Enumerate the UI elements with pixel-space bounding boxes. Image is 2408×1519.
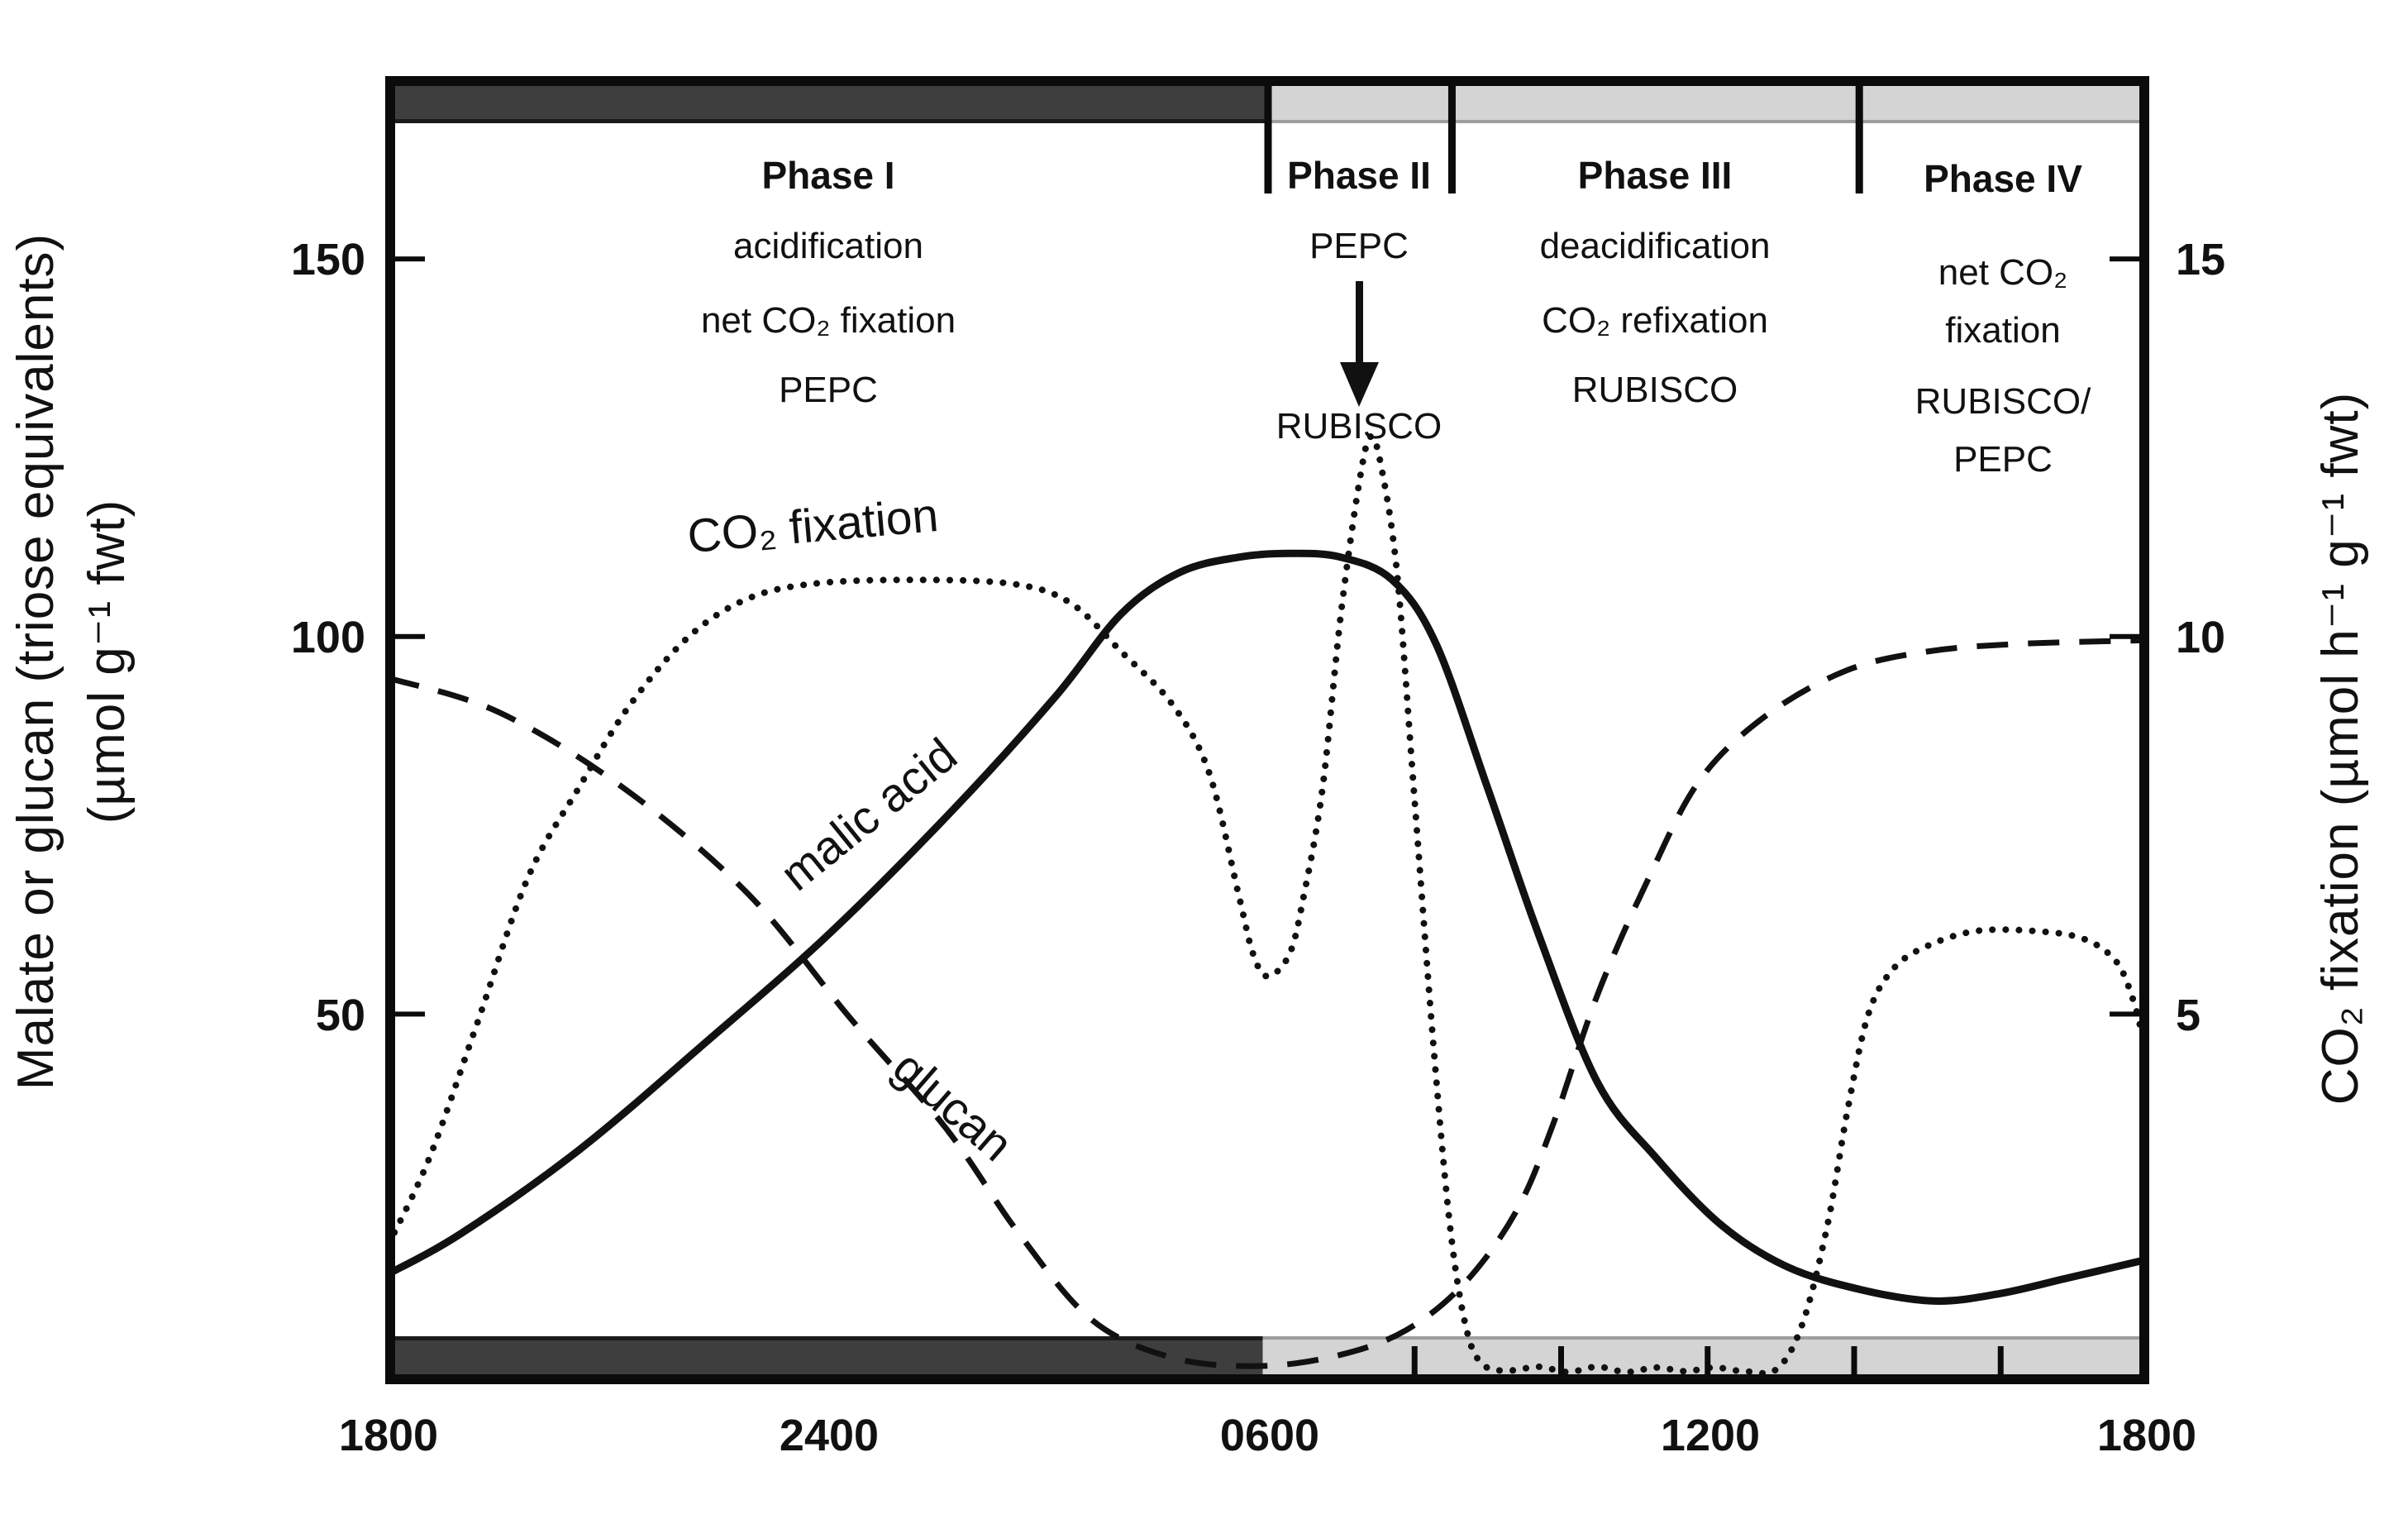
phase-1-title: Phase I [761,154,894,197]
curve-malic-acid [386,549,2148,1305]
phase-2-line-2: RUBISCO [1276,406,1442,447]
left-tick-150: 150 [291,235,365,284]
right-tick-5: 5 [2176,991,2201,1040]
down-arrow-icon [1340,281,1379,407]
phase-2-title: Phase II [1287,154,1431,197]
curve-co-fixation [385,432,2144,1377]
phase-3-title: Phase III [1578,154,1733,197]
left-axis-tick-labels: 150 100 50 [291,235,365,1040]
phase-2-labels: Phase II PEPC RUBISCO [1276,154,1442,447]
x-tick-1800-right: 1800 [2097,1411,2196,1460]
phase-4-line-2: fixation [1945,310,2060,351]
right-tick-10: 10 [2176,613,2225,662]
right-axis-tick-labels: 15 10 5 [2176,235,2225,1040]
left-axis-title: Malate or glucan (triose equivalents) [7,233,64,1090]
left-axis-units: (µmol g⁻¹ fwt) [79,499,136,824]
phase-4-line-3: RUBISCO/ [1915,381,2091,422]
axis-ticks [395,256,2139,1374]
right-axis-title: CO₂ fixation (µmol h⁻¹ g⁻¹ fwt) [2312,392,2369,1106]
x-tick-0600: 0600 [1220,1411,1319,1460]
phase-4-labels: Phase IV net CO₂ fixation RUBISCO/ PEPC [1915,157,2091,480]
phase-3-line-1: deacidification [1540,226,1771,266]
phase-3-labels: Phase III deacidification CO₂ refixation… [1540,154,1771,410]
curve-glucan [387,637,2148,1369]
day-night-bars [395,86,2139,1374]
phase-3-line-2: CO₂ refixation [1542,300,1768,341]
phase-4-line-4: PEPC [1953,439,2053,480]
phase-1-labels: Phase I acidification net CO₂ fixation P… [701,154,956,410]
left-tick-100: 100 [291,613,365,662]
x-tick-2400: 2400 [780,1411,879,1460]
left-tick-50: 50 [316,991,365,1040]
plot-border [385,76,2149,1384]
x-axis-tick-labels: 1800 2400 0600 1200 1800 [339,1411,2196,1460]
phase-4-line-1: net CO₂ [1938,252,2067,293]
phase-3-line-3: RUBISCO [1572,370,1738,410]
data-curves [385,432,2148,1377]
phase-1-line-3: PEPC [779,370,878,410]
phase-4-title: Phase IV [1924,157,2082,200]
phase-1-line-2: net CO₂ fixation [701,300,956,341]
phase-2-line-1: PEPC [1309,226,1409,266]
phase-1-line-1: acidification [733,226,923,266]
x-tick-1800-left: 1800 [339,1411,438,1460]
x-tick-1200: 1200 [1661,1411,1760,1460]
right-tick-15: 15 [2176,235,2225,284]
